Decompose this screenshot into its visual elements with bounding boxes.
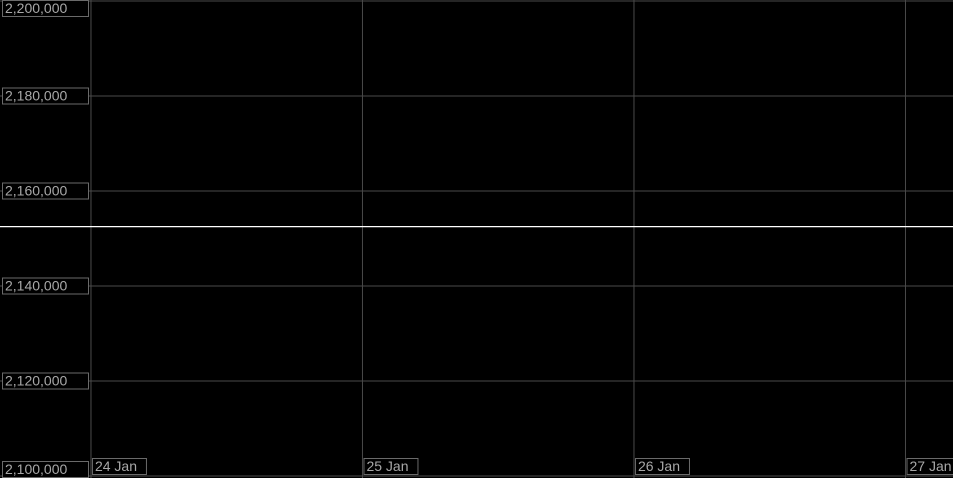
y-tick-label: 2,200,000 <box>5 0 67 16</box>
x-tick-label: 27 Jan <box>909 458 951 474</box>
x-tick-label: 24 Jan <box>95 458 137 474</box>
y-tick-box <box>2 87 89 105</box>
y-tick-label: 2,140,000 <box>5 278 67 294</box>
y-tick-box <box>2 0 89 17</box>
y-tick-box <box>2 372 89 390</box>
y-tick-label: 2,160,000 <box>5 183 67 199</box>
x-tick-box <box>91 458 147 475</box>
x-tick-label: 25 Jan <box>366 458 408 474</box>
y-tick-label: 2,100,000 <box>5 461 67 477</box>
y-tick-box <box>2 182 89 200</box>
x-tick-box <box>363 458 419 475</box>
y-tick-label: 2,120,000 <box>5 373 67 389</box>
y-tick-box <box>2 277 89 295</box>
x-tick-box <box>634 458 690 475</box>
x-tick-label: 26 Jan <box>638 458 680 474</box>
y-tick-label: 2,180,000 <box>5 88 67 104</box>
x-tick-box <box>906 458 953 475</box>
